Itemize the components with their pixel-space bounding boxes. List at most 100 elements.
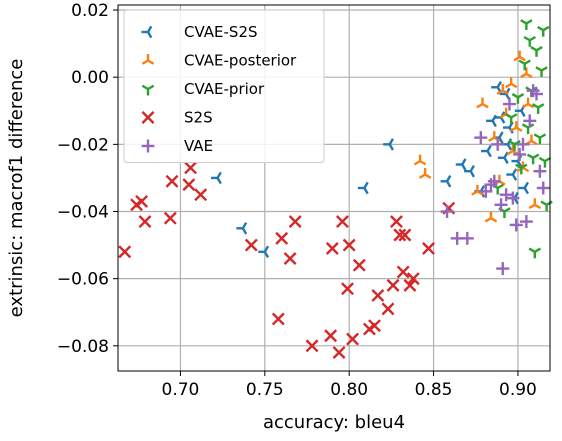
legend-label: CVAE-prior xyxy=(184,80,265,98)
data-point xyxy=(165,174,179,188)
data-point xyxy=(513,50,526,62)
data-point xyxy=(368,319,381,333)
data-point xyxy=(305,339,319,353)
data-point xyxy=(536,181,550,195)
data-point xyxy=(342,238,356,252)
data-point xyxy=(371,289,385,302)
data-point xyxy=(526,153,540,165)
legend-label: CVAE-S2S xyxy=(184,23,258,41)
plot-frame xyxy=(117,4,551,372)
data-point xyxy=(422,241,435,255)
data-point xyxy=(471,184,484,196)
data-point xyxy=(528,247,542,259)
data-point xyxy=(496,262,510,276)
data-point xyxy=(418,168,432,179)
data-point xyxy=(499,188,513,202)
y-tick-label: −0.06 xyxy=(57,270,109,290)
data-point xyxy=(324,329,338,343)
data-point xyxy=(504,113,518,124)
data-point xyxy=(393,228,407,242)
data-point xyxy=(481,144,492,158)
y-tick-label: −0.02 xyxy=(57,135,109,155)
data-point xyxy=(383,138,394,151)
data-point xyxy=(406,272,420,286)
data-point xyxy=(523,114,537,128)
data-point xyxy=(531,103,545,114)
data-point xyxy=(484,211,498,223)
legend-label: VAE xyxy=(184,137,213,155)
data-point xyxy=(357,181,369,195)
x-tick-label: 0.85 xyxy=(415,380,453,400)
data-point xyxy=(530,87,543,101)
legend-marker xyxy=(141,111,155,124)
data-point xyxy=(138,215,152,229)
data-point xyxy=(533,133,547,145)
data-point xyxy=(403,278,417,292)
data-point xyxy=(118,245,132,259)
data-point xyxy=(520,67,533,79)
data-point xyxy=(513,147,527,161)
data-point xyxy=(398,228,412,242)
y-axis-label: extrinsic: macrof1 difference xyxy=(6,59,27,318)
y-tick-label: −0.04 xyxy=(57,203,109,223)
data-point xyxy=(244,238,258,252)
data-point xyxy=(455,158,467,171)
data-point xyxy=(288,215,302,229)
data-point xyxy=(479,184,493,198)
data-point xyxy=(182,178,196,192)
data-point xyxy=(528,198,542,210)
x-tick-label: 0.75 xyxy=(246,380,284,400)
legend-marker xyxy=(141,84,155,96)
data-point xyxy=(474,131,488,145)
data-point xyxy=(510,121,523,132)
data-point xyxy=(332,346,346,359)
x-tick-label: 0.90 xyxy=(499,380,537,400)
data-point xyxy=(518,181,529,195)
data-point xyxy=(440,175,452,188)
y-tick-label: 0.02 xyxy=(71,1,109,21)
series-s2s xyxy=(118,161,456,359)
data-point xyxy=(519,215,533,229)
data-point xyxy=(396,265,410,279)
data-point xyxy=(515,163,528,175)
legend-label: CVAE-posterior xyxy=(184,52,297,70)
data-point xyxy=(506,191,520,205)
data-point xyxy=(381,302,395,316)
data-point xyxy=(509,218,523,232)
data-point xyxy=(476,97,489,109)
data-point xyxy=(521,123,535,135)
data-point xyxy=(258,245,270,259)
data-point xyxy=(335,215,349,229)
legend-label: S2S xyxy=(184,109,213,127)
data-point xyxy=(530,46,543,57)
x-axis-label: accuracy: bleu4 xyxy=(263,412,405,433)
data-point xyxy=(518,59,531,71)
data-point xyxy=(325,241,339,255)
legend-marker xyxy=(141,54,155,65)
data-point xyxy=(491,137,505,151)
data-point xyxy=(487,174,501,188)
series-vae xyxy=(440,84,550,276)
data-point xyxy=(194,188,208,202)
data-point xyxy=(506,168,518,181)
data-point xyxy=(413,154,427,166)
data-point xyxy=(341,282,354,296)
data-point xyxy=(520,19,533,30)
data-point xyxy=(494,198,508,212)
legend-marker xyxy=(141,139,155,153)
data-point xyxy=(460,231,474,245)
data-point xyxy=(533,164,547,178)
data-point xyxy=(211,171,222,185)
data-point xyxy=(508,140,521,151)
legend-box xyxy=(123,9,325,163)
data-point xyxy=(236,222,248,235)
data-point xyxy=(497,151,509,165)
data-point xyxy=(346,332,360,346)
data-point xyxy=(389,215,403,229)
data-point xyxy=(496,84,509,95)
y-tick-label: 0.00 xyxy=(71,68,109,88)
data-point xyxy=(184,161,198,175)
data-point xyxy=(275,231,289,245)
data-point xyxy=(535,66,548,77)
